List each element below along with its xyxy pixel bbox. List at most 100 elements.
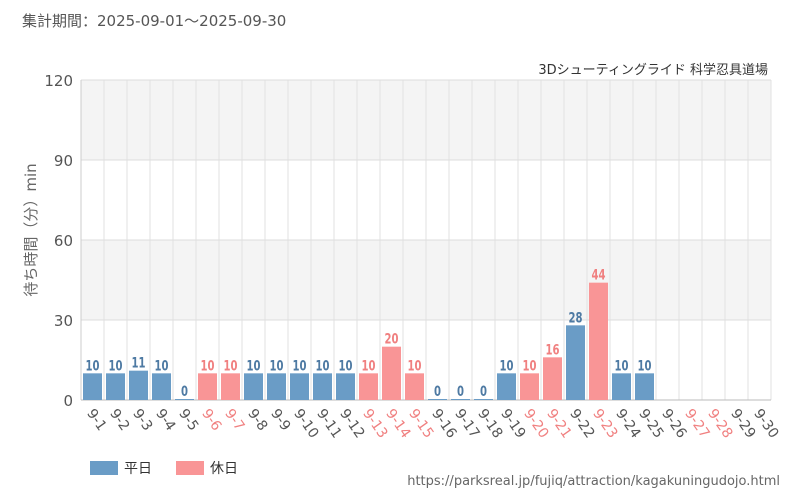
source-url: https://parksreal.jp/fujiq/attraction/ka… (407, 474, 780, 489)
data-label: 10 (154, 357, 168, 374)
bar (83, 373, 102, 400)
legend-weekday-swatch (90, 461, 118, 475)
bar (313, 373, 332, 400)
x-axis-ticks: 9-19-29-39-49-59-69-79-89-99-109-119-129… (83, 406, 781, 441)
bars (83, 282, 654, 400)
data-label: 10 (292, 357, 306, 374)
data-label: 10 (269, 357, 283, 374)
data-label: 0 (480, 383, 487, 400)
grid-lines (80, 79, 772, 401)
x-tick-label: 9-17 (451, 406, 482, 441)
data-label: 10 (85, 357, 99, 374)
data-label: 10 (407, 357, 421, 374)
data-label: 10 (108, 357, 122, 374)
data-label: 10 (315, 357, 329, 374)
bar (474, 399, 493, 400)
bar (129, 370, 148, 400)
x-tick-label: 9-23 (589, 406, 620, 441)
x-tick-label: 9-7 (221, 406, 247, 434)
x-tick-label: 9-8 (244, 406, 270, 434)
data-label: 28 (568, 309, 582, 326)
bar (106, 373, 125, 400)
x-tick-label: 9-3 (129, 406, 155, 434)
y-axis-label: 待ち時間（分）min (22, 163, 40, 296)
x-tick-label: 9-24 (612, 406, 643, 441)
data-label: 0 (181, 383, 188, 400)
data-label: 16 (545, 341, 559, 358)
x-tick-label: 9-13 (359, 406, 390, 441)
y-tick-label: 30 (54, 312, 73, 330)
bar (520, 373, 539, 400)
x-tick-label: 9-9 (267, 406, 293, 434)
bar (382, 346, 401, 400)
legend-holiday: 休日 (176, 458, 238, 478)
bar (359, 373, 378, 400)
x-tick-label: 9-26 (658, 406, 689, 441)
legend-weekday-label: 平日 (124, 461, 152, 477)
bar (543, 357, 562, 400)
bar (497, 373, 516, 400)
x-tick-label: 9-18 (474, 406, 505, 441)
x-tick-label: 9-19 (497, 406, 528, 441)
data-label: 10 (246, 357, 260, 374)
data-label: 10 (499, 357, 513, 374)
bar (405, 373, 424, 400)
period-label: 集計期間：2025-09-01～2025-09-30 (22, 12, 287, 30)
bar (635, 373, 654, 400)
data-label: 20 (384, 330, 398, 347)
x-tick-label: 9-28 (704, 406, 735, 441)
bar (428, 399, 447, 400)
bar (451, 399, 470, 400)
data-label: 10 (614, 357, 628, 374)
x-tick-label: 9-21 (543, 406, 574, 441)
data-label: 10 (338, 357, 352, 374)
x-tick-label: 9-5 (175, 406, 201, 434)
bar (221, 373, 240, 400)
x-tick-label: 9-16 (428, 406, 459, 441)
data-label: 10 (223, 357, 237, 374)
bar (589, 282, 608, 400)
x-tick-label: 9-2 (106, 406, 132, 434)
x-tick-label: 9-4 (152, 406, 178, 434)
x-tick-label: 9-25 (635, 406, 666, 441)
x-tick-label: 9-30 (750, 406, 781, 441)
bar (152, 373, 171, 400)
x-tick-label: 9-29 (727, 406, 758, 441)
bar (244, 373, 263, 400)
bar (612, 373, 631, 400)
legend-holiday-swatch (176, 461, 204, 475)
bar (175, 399, 194, 400)
bar (290, 373, 309, 400)
x-tick-label: 9-20 (520, 406, 551, 441)
bar (336, 373, 355, 400)
y-axis-ticks: 0 30 60 90 120 (44, 72, 73, 410)
y-tick-label: 120 (44, 72, 73, 90)
data-label: 44 (591, 266, 605, 283)
x-tick-label: 9-27 (681, 406, 712, 441)
x-tick-label: 9-10 (290, 406, 321, 441)
x-tick-label: 9-11 (313, 406, 344, 441)
bar (267, 373, 286, 400)
data-label: 0 (434, 383, 441, 400)
bar (566, 325, 585, 400)
data-label: 0 (457, 383, 464, 400)
y-tick-label: 90 (54, 152, 73, 170)
x-tick-label: 9-22 (566, 406, 597, 441)
data-label: 10 (522, 357, 536, 374)
x-tick-label: 9-14 (382, 406, 413, 441)
legend-holiday-label: 休日 (210, 461, 238, 477)
x-tick-label: 9-6 (198, 406, 224, 434)
data-label: 10 (361, 357, 375, 374)
legend-weekday: 平日 (90, 458, 152, 478)
data-label: 11 (131, 354, 145, 371)
x-tick-label: 9-15 (405, 406, 436, 441)
bar (198, 373, 217, 400)
y-tick-label: 60 (54, 232, 73, 250)
x-tick-label: 9-12 (336, 406, 367, 441)
x-tick-label: 9-1 (83, 406, 109, 434)
data-label: 10 (637, 357, 651, 374)
data-label: 10 (200, 357, 214, 374)
y-tick-label: 0 (63, 392, 73, 410)
